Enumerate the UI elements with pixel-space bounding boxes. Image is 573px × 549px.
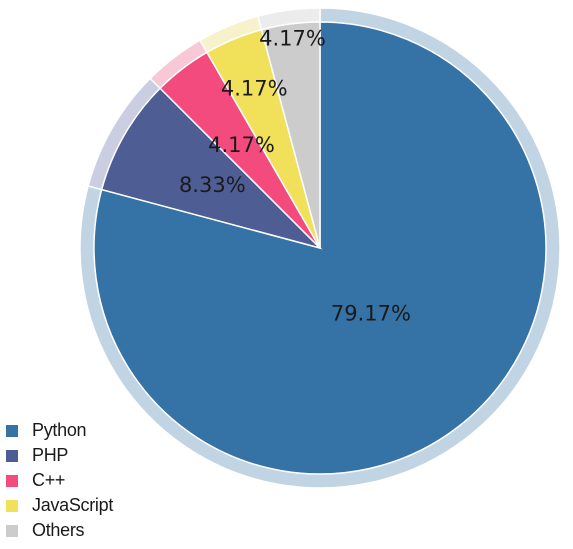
legend-swatch — [6, 499, 18, 512]
legend-label: PHP — [32, 445, 69, 465]
legend-swatch — [6, 524, 18, 537]
legend-label: Others — [32, 520, 85, 540]
pie-slice-others[interactable] — [260, 21, 321, 249]
legend-label: JavaScript — [32, 495, 114, 515]
legend-item-php[interactable]: PHP — [6, 443, 113, 468]
legend-item-python[interactable]: Python — [6, 418, 113, 443]
legend-item-javascript[interactable]: JavaScript — [6, 493, 113, 518]
legend-swatch — [6, 424, 18, 437]
slice-label-javascript: 4.17% — [221, 76, 288, 100]
legend-label: Python — [32, 420, 87, 440]
slice-label-cplusplus: 4.17% — [208, 133, 275, 157]
slice-label-python: 79.17% — [331, 301, 411, 325]
pie-slice-labels: 79.17% 8.33% 4.17% 4.17% 4.17% — [179, 27, 411, 326]
slice-label-php: 8.33% — [179, 173, 246, 197]
legend-swatch — [6, 474, 18, 487]
legend-item-others[interactable]: Others — [6, 518, 113, 543]
pie-slices — [93, 21, 547, 475]
slice-label-others: 4.17% — [259, 27, 326, 51]
legend-item-cplusplus[interactable]: C++ — [6, 468, 113, 493]
legend-swatch — [6, 449, 18, 462]
pie-slice-php[interactable] — [100, 87, 323, 250]
legend-label: C++ — [32, 470, 66, 490]
chart-legend: Python PHP C++ JavaScript Others — [6, 418, 113, 543]
